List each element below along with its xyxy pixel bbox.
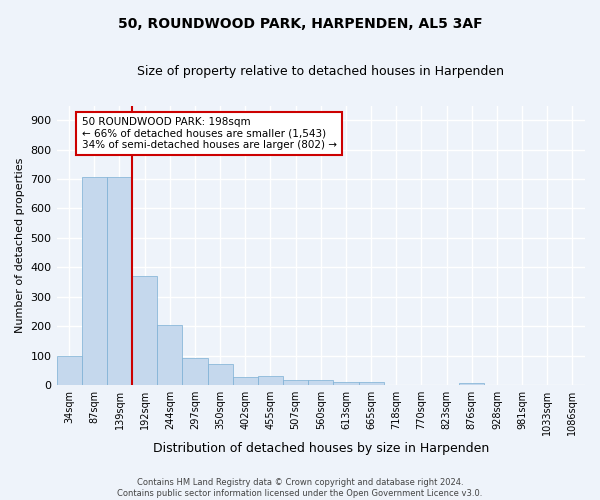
Text: 50, ROUNDWOOD PARK, HARPENDEN, AL5 3AF: 50, ROUNDWOOD PARK, HARPENDEN, AL5 3AF: [118, 18, 482, 32]
Y-axis label: Number of detached properties: Number of detached properties: [15, 158, 25, 333]
Bar: [56, 356, 82, 385]
Bar: [283, 380, 308, 385]
Bar: [308, 380, 334, 385]
Bar: [233, 376, 258, 385]
Bar: [208, 364, 233, 385]
Bar: [132, 276, 157, 385]
Text: 50 ROUNDWOOD PARK: 198sqm
← 66% of detached houses are smaller (1,543)
34% of se: 50 ROUNDWOOD PARK: 198sqm ← 66% of detac…: [82, 117, 337, 150]
X-axis label: Distribution of detached houses by size in Harpenden: Distribution of detached houses by size …: [152, 442, 489, 455]
Bar: [82, 177, 107, 385]
Bar: [359, 382, 383, 385]
Bar: [334, 382, 359, 385]
Bar: [258, 376, 283, 385]
Bar: [157, 324, 182, 385]
Text: Contains HM Land Registry data © Crown copyright and database right 2024.
Contai: Contains HM Land Registry data © Crown c…: [118, 478, 482, 498]
Bar: [459, 382, 484, 385]
Title: Size of property relative to detached houses in Harpenden: Size of property relative to detached ho…: [137, 65, 504, 78]
Bar: [182, 358, 208, 385]
Bar: [107, 177, 132, 385]
